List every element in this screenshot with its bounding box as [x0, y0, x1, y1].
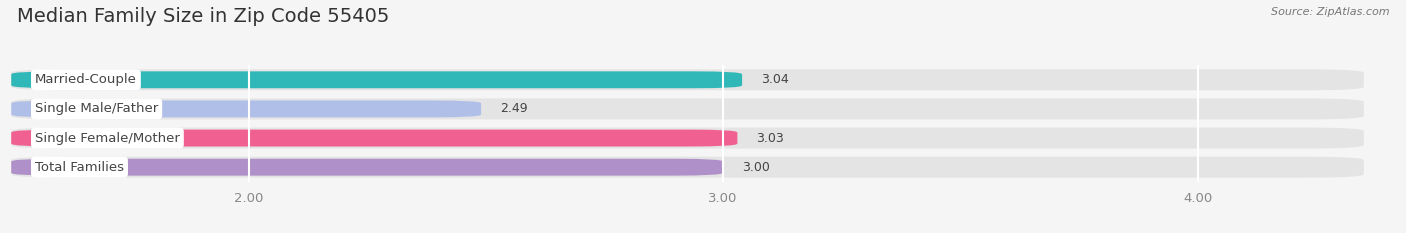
FancyBboxPatch shape: [11, 130, 737, 147]
Text: Source: ZipAtlas.com: Source: ZipAtlas.com: [1271, 7, 1389, 17]
Text: Single Male/Father: Single Male/Father: [35, 103, 159, 115]
Text: 2.49: 2.49: [501, 103, 527, 115]
Text: Median Family Size in Zip Code 55405: Median Family Size in Zip Code 55405: [17, 7, 389, 26]
FancyBboxPatch shape: [11, 69, 1364, 90]
Text: 3.03: 3.03: [756, 132, 785, 144]
FancyBboxPatch shape: [11, 159, 723, 176]
FancyBboxPatch shape: [11, 128, 1364, 149]
Text: Total Families: Total Families: [35, 161, 124, 174]
FancyBboxPatch shape: [11, 71, 742, 88]
Text: 3.00: 3.00: [742, 161, 770, 174]
FancyBboxPatch shape: [11, 100, 481, 117]
FancyBboxPatch shape: [11, 157, 1364, 178]
Text: Single Female/Mother: Single Female/Mother: [35, 132, 180, 144]
FancyBboxPatch shape: [11, 98, 1364, 119]
Text: 3.04: 3.04: [761, 73, 789, 86]
Text: Married-Couple: Married-Couple: [35, 73, 136, 86]
